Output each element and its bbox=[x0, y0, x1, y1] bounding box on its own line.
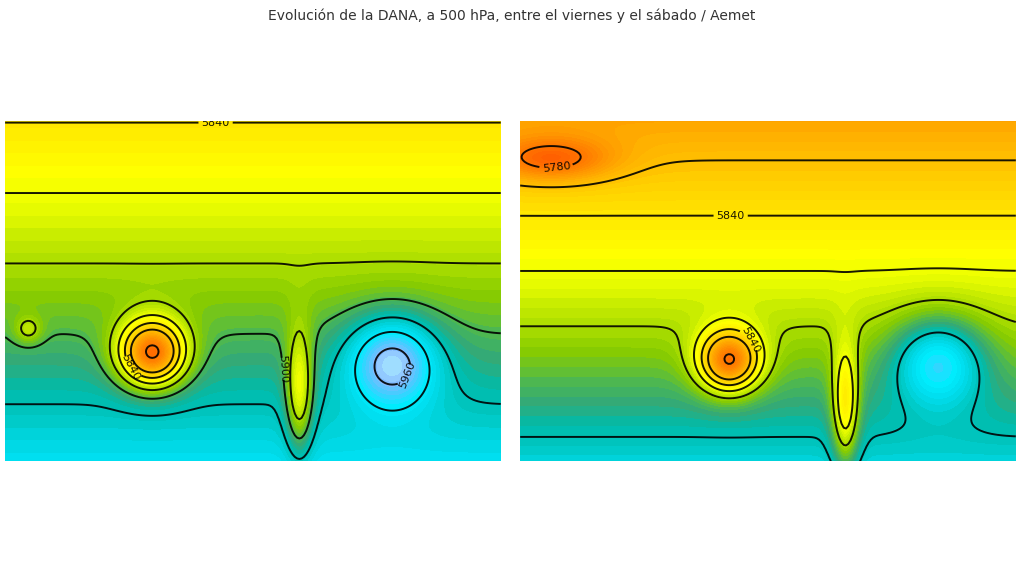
Text: 5840: 5840 bbox=[120, 353, 141, 382]
Text: 5960: 5960 bbox=[398, 360, 418, 390]
Text: 5900: 5900 bbox=[276, 354, 289, 383]
Text: 5840: 5840 bbox=[202, 118, 229, 128]
Text: 5780: 5780 bbox=[542, 161, 571, 174]
Text: Evolución de la DANA, a 500 hPa, entre el viernes y el sábado / Aemet: Evolución de la DANA, a 500 hPa, entre e… bbox=[268, 9, 756, 23]
Text: 5840: 5840 bbox=[739, 325, 762, 354]
Text: 5840: 5840 bbox=[717, 211, 744, 221]
